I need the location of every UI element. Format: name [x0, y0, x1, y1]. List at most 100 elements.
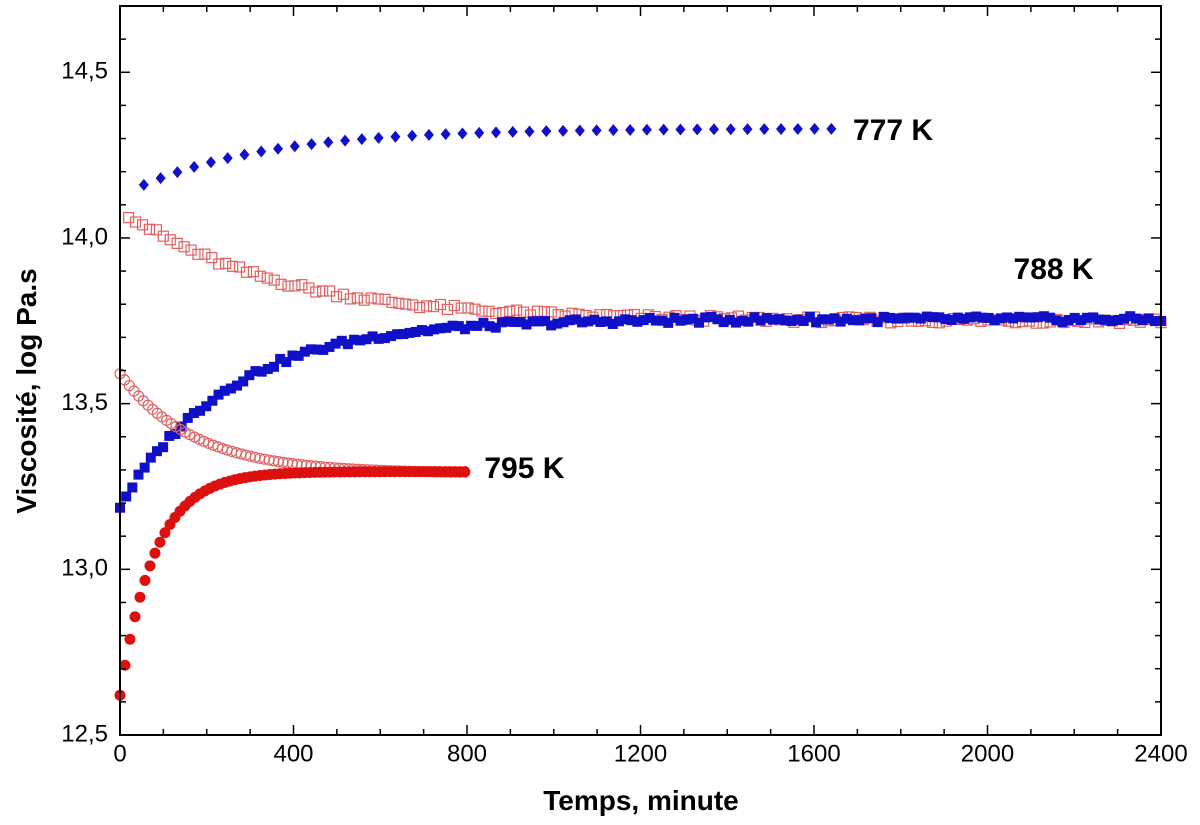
data-point [323, 285, 336, 297]
data-point [414, 301, 426, 314]
data-point [239, 148, 250, 161]
data-point [121, 491, 132, 502]
data-point [407, 129, 418, 142]
data-point [422, 326, 433, 337]
data-point [440, 128, 451, 141]
data-point [393, 297, 405, 309]
data-point [897, 313, 908, 324]
data-point [462, 302, 474, 314]
x-axis-title: Temps, minute [543, 785, 739, 816]
data-point [675, 123, 686, 136]
data-point [457, 127, 468, 140]
annotation-777k: 777 K [853, 114, 933, 147]
y-tick-label: 14,5 [61, 58, 108, 85]
data-point [1014, 311, 1025, 322]
data-point [1131, 313, 1142, 324]
y-tick-label: 13,5 [61, 389, 108, 416]
data-point [342, 339, 353, 350]
data-point [340, 134, 351, 147]
data-point [866, 313, 877, 324]
data-point [323, 136, 334, 149]
data-point [848, 315, 859, 326]
x-tick-label: 800 [447, 740, 487, 767]
data-point [891, 313, 902, 324]
data-point [1149, 316, 1160, 327]
data-point [355, 335, 366, 346]
data-point [351, 292, 363, 304]
data-point [289, 280, 301, 292]
data-point [407, 299, 419, 311]
data-point [521, 319, 532, 330]
data-point [546, 320, 557, 331]
data-point [946, 314, 957, 325]
data-point [1119, 313, 1130, 324]
data-point [958, 313, 969, 324]
data-point [232, 380, 243, 391]
data-point [130, 216, 142, 228]
data-point [244, 370, 255, 381]
data-point [1069, 312, 1080, 323]
data-point [390, 130, 401, 143]
data-point [545, 306, 557, 318]
data-point [124, 633, 136, 645]
data-point [466, 320, 477, 331]
data-point [608, 124, 619, 137]
data-point [138, 178, 149, 191]
x-tick-label: 0 [113, 740, 126, 767]
data-point [1020, 312, 1031, 323]
data-point [427, 301, 440, 313]
data-point [583, 316, 594, 327]
data-point [511, 304, 523, 316]
data-point [854, 315, 865, 326]
data-point [607, 318, 618, 329]
data-point [441, 303, 453, 315]
data-point [139, 462, 150, 473]
data-point [700, 312, 711, 323]
data-point [884, 312, 895, 323]
data-point [330, 338, 341, 349]
data-point [358, 294, 370, 306]
data-point [1082, 312, 1093, 323]
data-point [663, 317, 674, 328]
data-point [1045, 312, 1056, 323]
data-point [1002, 312, 1013, 323]
data-point [490, 307, 502, 320]
data-point [205, 156, 216, 169]
data-point [823, 314, 834, 325]
data-point [1051, 315, 1062, 326]
data-point [809, 122, 820, 135]
y-tick-label: 14,0 [61, 223, 108, 250]
data-point [453, 321, 464, 332]
data-point [293, 350, 304, 361]
data-point [206, 252, 218, 264]
data-point [804, 311, 815, 322]
data-point [977, 312, 988, 323]
data-point [694, 317, 705, 328]
data-point [1026, 312, 1037, 323]
data-point [435, 323, 446, 334]
data-point [767, 314, 778, 325]
data-point [490, 322, 501, 333]
data-point [299, 346, 310, 357]
data-point [483, 305, 495, 317]
data-point [318, 344, 329, 355]
data-point [222, 152, 233, 165]
data-point [476, 305, 488, 317]
data-point [185, 244, 197, 256]
data-point [591, 124, 602, 137]
data-point [144, 560, 156, 572]
data-point [459, 324, 470, 335]
data-point [159, 527, 171, 539]
data-point [261, 272, 273, 284]
data-point [281, 357, 292, 368]
data-point [1008, 313, 1019, 324]
data-point [474, 126, 485, 139]
data-point [386, 331, 397, 342]
data-point [240, 266, 253, 278]
data-point [504, 305, 516, 317]
data-point [373, 131, 384, 144]
data-point [878, 311, 889, 322]
x-tick-label: 2000 [961, 740, 1014, 767]
data-point [134, 591, 146, 603]
data-point [774, 314, 785, 325]
